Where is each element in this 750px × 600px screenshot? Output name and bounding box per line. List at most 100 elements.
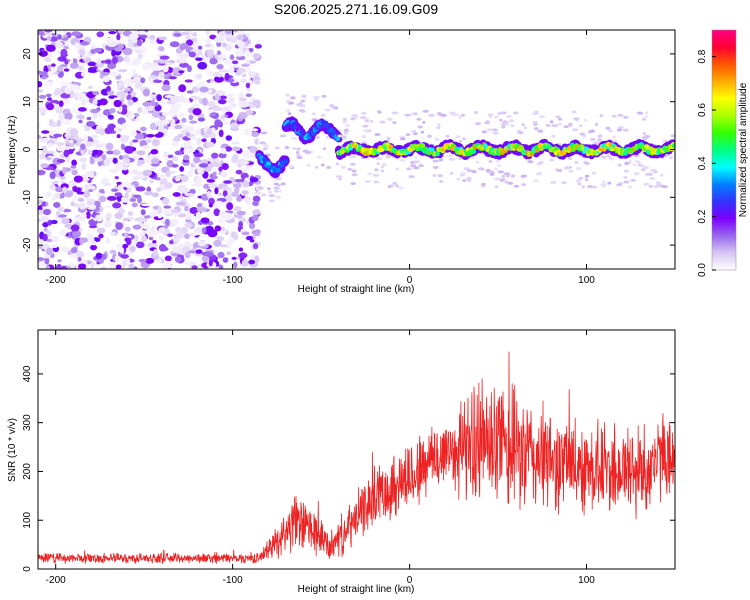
spectrogram-cell — [449, 171, 454, 175]
y-tick-label: 10 — [22, 96, 33, 108]
spectrogram-cell — [137, 107, 143, 113]
spectrogram-cell — [234, 178, 244, 183]
spectrogram-cell — [232, 154, 239, 160]
spectrogram-cell — [178, 210, 186, 214]
spectrogram-cell — [513, 111, 519, 115]
spectrogram-cell — [98, 233, 104, 239]
spectrogram-cell — [50, 235, 55, 240]
spectrogram-cell — [80, 71, 86, 77]
spectrogram-cell — [374, 133, 381, 137]
y-tick-label: 400 — [22, 365, 33, 382]
spectrogram-cell — [508, 119, 515, 123]
spectrogram-cell — [57, 56, 67, 62]
spectrogram-cell — [127, 99, 134, 106]
spectrogram-cell — [214, 36, 225, 43]
spectrogram-cell — [251, 214, 259, 222]
spectrogram-cell — [151, 67, 162, 72]
spectrogram-cell — [178, 194, 184, 200]
spectrogram-cell — [197, 50, 203, 56]
spectrogram-cell — [64, 60, 69, 65]
spectrogram-cell — [450, 112, 457, 116]
spectrogram-cell — [229, 36, 237, 44]
spectrogram-cell — [231, 103, 237, 108]
spectrogram-cell — [149, 38, 156, 44]
spectrogram-cell — [400, 159, 406, 163]
spectrogram-cell — [486, 128, 494, 132]
spectrogram-cell — [561, 181, 567, 185]
spectrogram-cell — [623, 175, 628, 179]
spectrogram-cell — [174, 256, 182, 263]
spectrogram-cell — [320, 163, 325, 167]
spectrogram-cell — [206, 70, 214, 77]
spectrogram-cell — [245, 82, 251, 89]
spectrogram-cell — [296, 156, 303, 160]
spectrogram-cell — [163, 208, 172, 215]
spectrogram-cell — [471, 148, 477, 154]
snr-y-axis: 0 100 200 300 400 — [22, 365, 675, 572]
spectrogram-cell — [109, 168, 119, 174]
spectrogram-cell — [593, 185, 597, 189]
spectrogram-cell — [77, 107, 87, 112]
spectrogram-cell — [427, 134, 432, 138]
spectrogram-cell — [275, 167, 281, 173]
spectrogram-cell — [380, 165, 384, 169]
spectrogram-cell — [558, 117, 562, 121]
spectrogram-cell — [156, 187, 162, 192]
spectrogram-cell — [213, 75, 224, 83]
spectrogram-cell — [216, 217, 226, 224]
spectrogram-cell — [77, 263, 87, 269]
spectrogram-cell — [171, 156, 179, 162]
spectrogram-cell — [283, 158, 289, 164]
spectrogram-cell — [217, 183, 228, 188]
spectrogram-cell — [416, 117, 422, 121]
spectrogram-cell — [377, 110, 382, 114]
spectrogram-cell — [231, 146, 241, 152]
spectrogram-cell — [245, 80, 253, 84]
spectrogram-cell — [175, 176, 181, 182]
spectrogram-cell — [129, 140, 134, 147]
spectrogram-cell — [133, 155, 139, 160]
spectrogram-cell — [602, 180, 606, 184]
spectrogram-cell — [247, 60, 257, 64]
spectrogram-cell — [139, 126, 147, 132]
spectrogram-cell — [152, 70, 161, 76]
spectrogram-cell — [75, 215, 85, 221]
spectrogram-cell — [595, 123, 599, 127]
spectrogram-cell — [202, 59, 209, 63]
spectrogram-cell — [132, 139, 139, 143]
spectrogram-cell — [623, 180, 630, 184]
spectrogram-cell — [132, 175, 140, 181]
spectrogram-cell — [217, 251, 225, 259]
spectrogram-cell — [140, 77, 146, 84]
spectrogram-cell — [77, 256, 82, 262]
spectrogram-cell — [622, 128, 629, 132]
spectrogram-cell — [241, 161, 250, 165]
spectrogram-cell — [466, 169, 473, 173]
spectrogram-cell — [201, 227, 207, 234]
x-tick-label: -100 — [223, 575, 243, 586]
spectrogram-cell — [38, 209, 45, 215]
spectrogram-cell — [38, 50, 48, 57]
spectrogram-cell — [324, 108, 331, 112]
spectrogram-cell — [218, 166, 223, 172]
spectrogram-cell — [251, 131, 260, 138]
spectrogram-cell — [122, 259, 127, 267]
colorbar-gradient — [712, 30, 736, 270]
spectrogram-cell — [61, 37, 69, 41]
spectrogram-cell — [335, 162, 340, 166]
spectrogram-cell — [599, 114, 604, 118]
spectrogram-cell — [268, 199, 275, 203]
spectrogram-cell — [59, 175, 66, 180]
spectrogram-cell — [288, 101, 295, 105]
spectrogram-cell — [69, 108, 77, 114]
spectrogram-cell — [42, 208, 52, 216]
spectrogram-cell — [44, 81, 54, 87]
spectrogram-cell — [275, 195, 282, 199]
spectrogram-cell — [74, 202, 80, 208]
spectrogram-cell — [597, 134, 602, 138]
spectrogram-cell — [338, 177, 342, 181]
spectrogram-cell — [534, 127, 539, 131]
spectrogram-cell — [125, 56, 131, 63]
spectrogram-cell — [219, 226, 225, 231]
